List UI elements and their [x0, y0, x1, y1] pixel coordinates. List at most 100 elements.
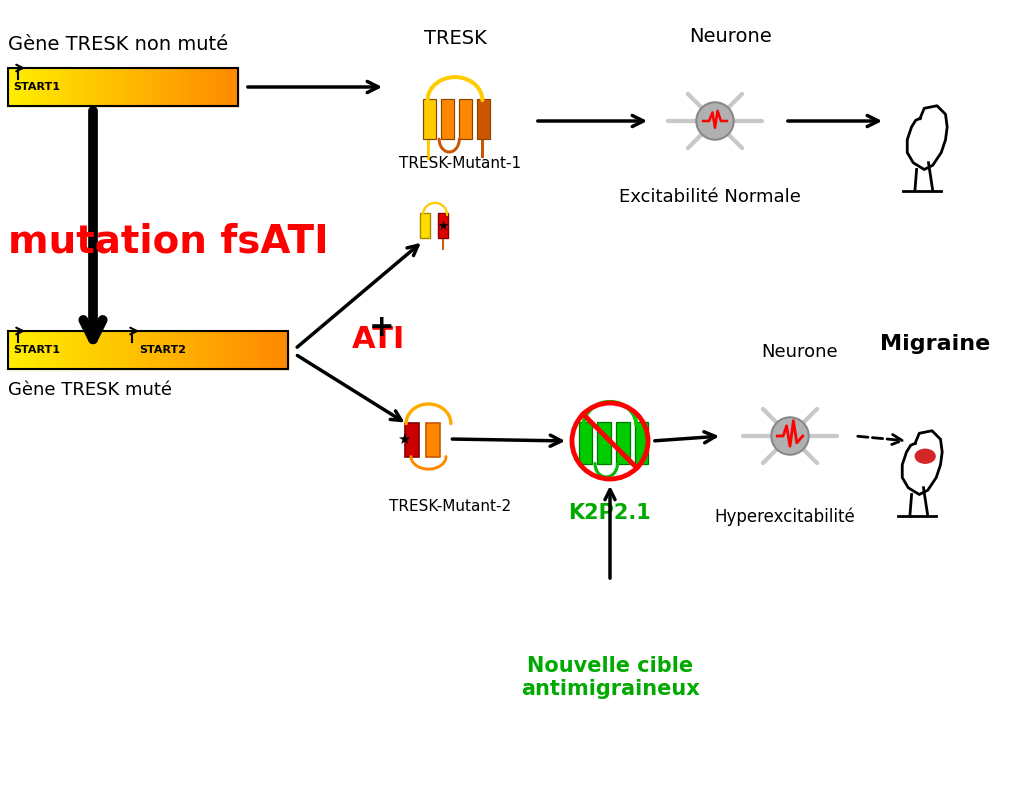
Bar: [117, 331, 120, 369]
Text: Gène TRESK muté: Gène TRESK muté: [8, 381, 172, 399]
Bar: [110, 68, 112, 106]
Bar: [88, 68, 91, 106]
Bar: [15, 68, 17, 106]
Bar: [145, 331, 148, 369]
Bar: [162, 68, 165, 106]
Bar: [217, 68, 219, 106]
Bar: [189, 68, 193, 106]
Bar: [204, 331, 207, 369]
Bar: [212, 331, 215, 369]
Text: Excitabilité Normale: Excitabilité Normale: [620, 188, 801, 206]
Bar: [112, 331, 115, 369]
Bar: [22, 68, 25, 106]
Bar: [597, 422, 610, 464]
Bar: [420, 214, 429, 238]
Bar: [199, 68, 201, 106]
Bar: [8, 331, 288, 369]
Bar: [128, 68, 130, 106]
Bar: [168, 331, 170, 369]
Bar: [254, 331, 257, 369]
Circle shape: [771, 418, 809, 455]
Bar: [579, 422, 592, 464]
Bar: [201, 331, 204, 369]
Bar: [286, 331, 288, 369]
Bar: [257, 331, 260, 369]
Bar: [221, 331, 223, 369]
Bar: [210, 331, 212, 369]
Bar: [89, 331, 92, 369]
Bar: [19, 331, 22, 369]
Bar: [159, 331, 162, 369]
Bar: [43, 68, 45, 106]
Circle shape: [696, 102, 734, 140]
Bar: [39, 331, 42, 369]
Text: K2P2.1: K2P2.1: [568, 503, 651, 523]
Bar: [153, 68, 156, 106]
Bar: [53, 331, 55, 369]
Bar: [51, 68, 54, 106]
Bar: [222, 68, 224, 106]
Bar: [134, 331, 137, 369]
Bar: [635, 422, 648, 464]
Bar: [265, 331, 268, 369]
Bar: [207, 331, 210, 369]
Bar: [92, 331, 95, 369]
Bar: [12, 68, 15, 106]
Bar: [84, 331, 86, 369]
Bar: [426, 423, 440, 456]
Bar: [154, 331, 157, 369]
Bar: [229, 331, 232, 369]
Bar: [187, 68, 189, 106]
Bar: [438, 214, 449, 238]
Bar: [246, 331, 249, 369]
Bar: [178, 68, 180, 106]
Bar: [33, 331, 36, 369]
Text: TRESK-Mutant-1: TRESK-Mutant-1: [399, 156, 521, 171]
Bar: [97, 331, 100, 369]
Text: Migraine: Migraine: [880, 334, 990, 354]
Bar: [58, 331, 61, 369]
Bar: [406, 423, 420, 456]
Text: Hyperexcitabilité: Hyperexcitabilité: [715, 508, 855, 526]
Text: ATI: ATI: [352, 324, 406, 354]
Bar: [137, 331, 139, 369]
Bar: [134, 68, 137, 106]
Bar: [169, 68, 171, 106]
Text: Neurone: Neurone: [688, 27, 771, 46]
Bar: [100, 68, 102, 106]
Bar: [241, 331, 244, 369]
Bar: [148, 331, 151, 369]
Bar: [224, 68, 226, 106]
Bar: [199, 331, 201, 369]
Bar: [193, 331, 196, 369]
Bar: [128, 331, 131, 369]
Bar: [50, 331, 53, 369]
Bar: [54, 68, 56, 106]
Bar: [86, 331, 89, 369]
Bar: [119, 68, 121, 106]
Bar: [616, 422, 630, 464]
Bar: [13, 331, 16, 369]
Bar: [195, 68, 197, 106]
Bar: [252, 331, 254, 369]
Bar: [79, 68, 82, 106]
Bar: [440, 100, 454, 139]
Bar: [160, 68, 162, 106]
Bar: [40, 68, 43, 106]
Text: mutation fsATI: mutation fsATI: [8, 222, 329, 260]
Bar: [47, 331, 50, 369]
Text: +: +: [370, 313, 395, 342]
Bar: [31, 68, 34, 106]
Bar: [42, 331, 44, 369]
Bar: [86, 68, 88, 106]
Bar: [16, 331, 19, 369]
Bar: [17, 68, 19, 106]
Bar: [95, 68, 97, 106]
Bar: [215, 331, 218, 369]
Bar: [176, 331, 179, 369]
Bar: [93, 68, 95, 106]
Bar: [171, 68, 174, 106]
Bar: [28, 331, 31, 369]
Bar: [97, 68, 100, 106]
Bar: [249, 331, 252, 369]
